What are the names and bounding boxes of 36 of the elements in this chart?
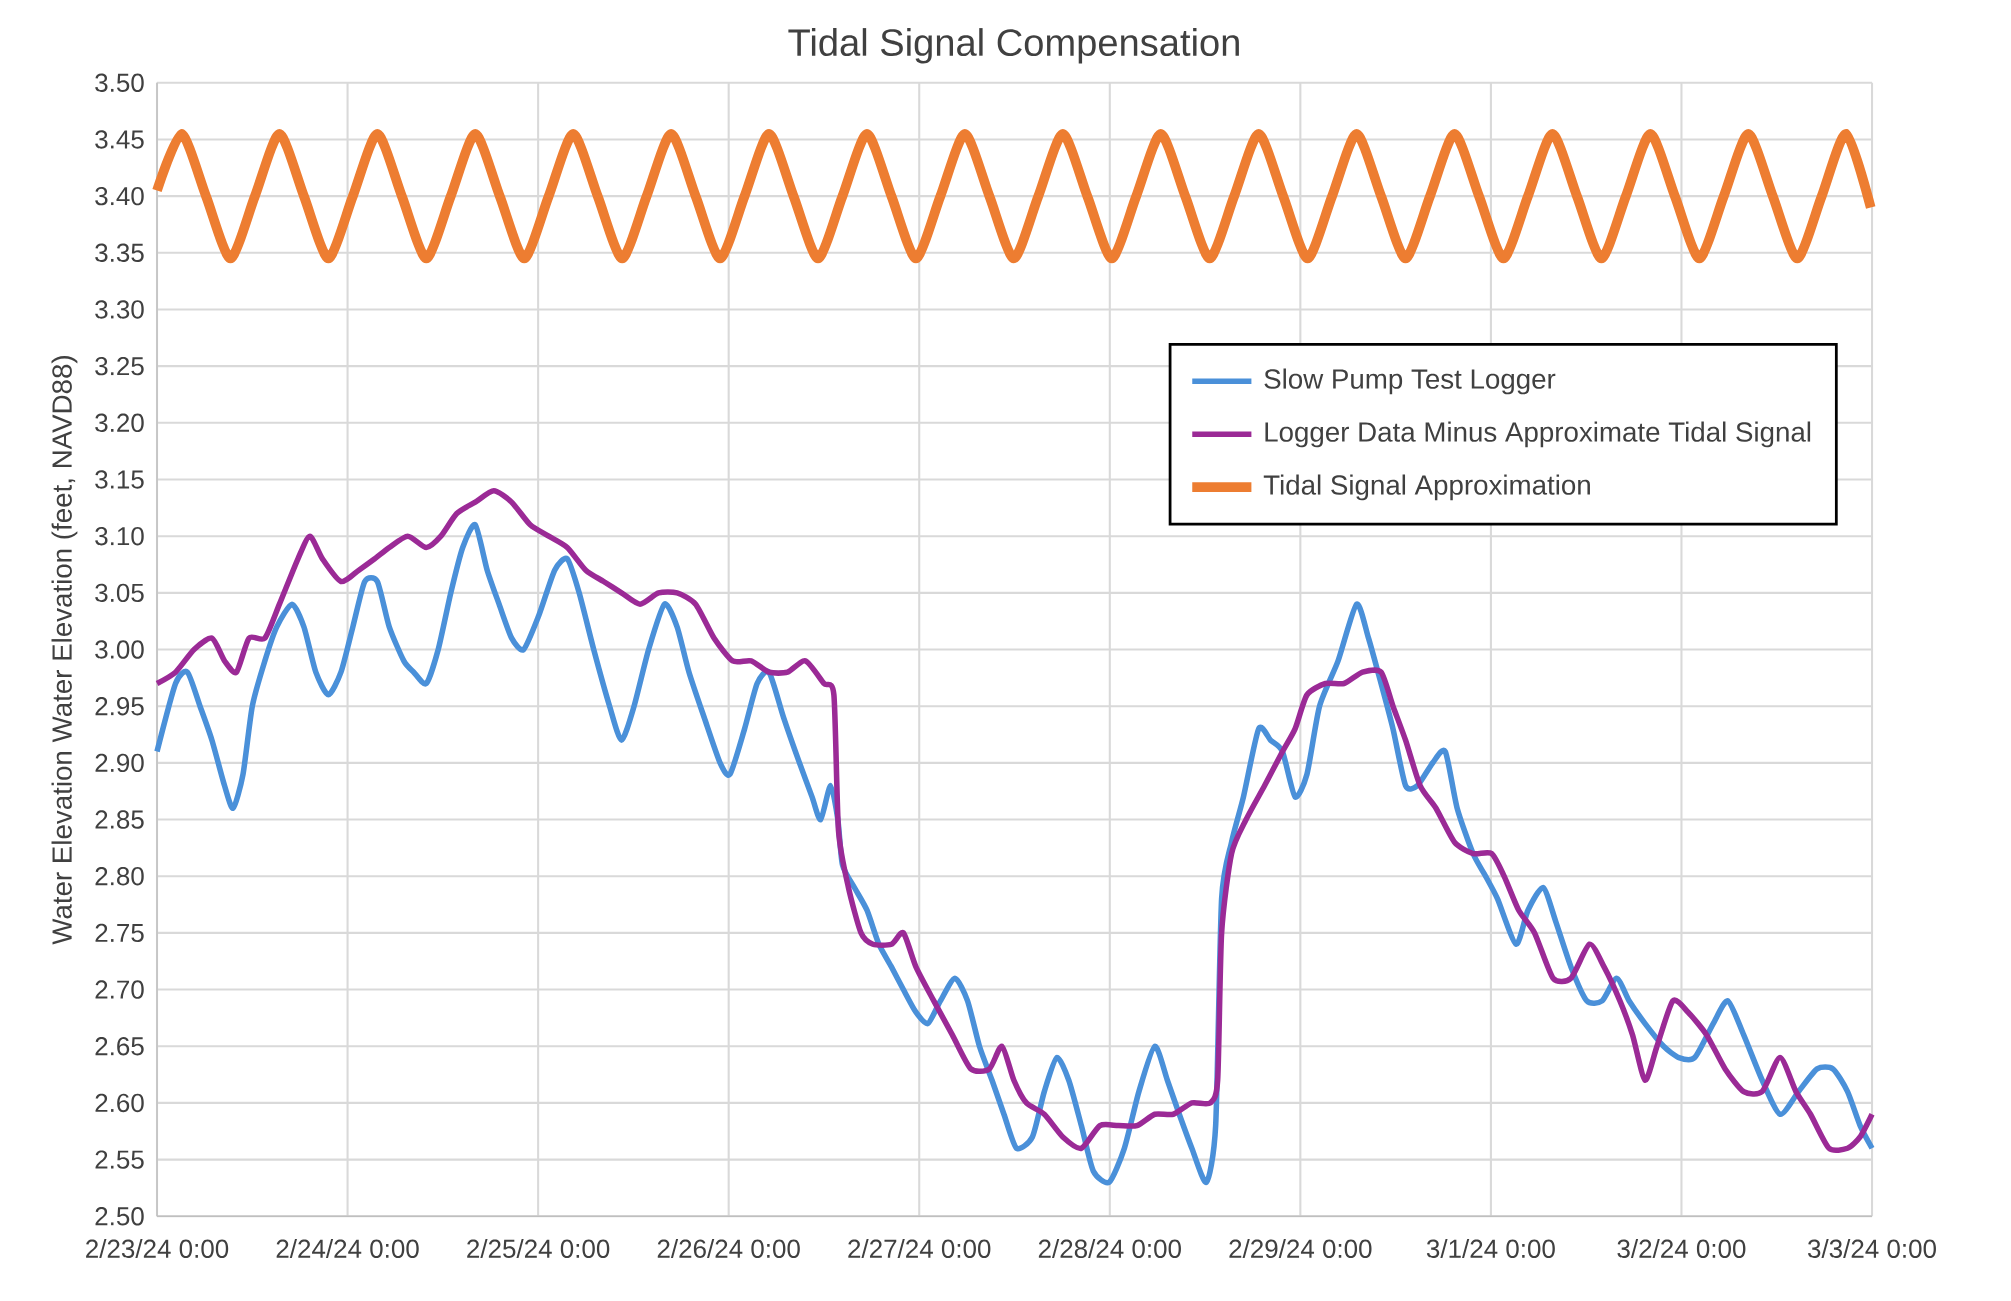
y-tick-label: 2.70 <box>95 980 144 999</box>
legend-label: Slow Pump Test Logger <box>1264 368 1556 395</box>
y-tick-label: 2.95 <box>95 696 144 716</box>
chart-title: Tidal Signal Compensation <box>788 28 1239 64</box>
y-tick-label: 3.40 <box>95 186 144 206</box>
legend-label: Logger Data Minus Approximate Tidal Signal <box>1265 421 1811 448</box>
x-tick-label: 3/2/24 0:00 <box>1617 1238 1746 1258</box>
x-tick-label: 2/27/24 0:00 <box>848 1238 991 1258</box>
x-tick-label: 2/25/24 0:00 <box>467 1238 610 1258</box>
legend-label: Tidal Signal Approximation <box>1263 474 1590 501</box>
y-tick-label: 2.80 <box>95 867 144 886</box>
y-tick-label: 3.50 <box>95 73 144 92</box>
y-tick-label: 2.85 <box>95 810 144 829</box>
y-tick-label: 2.55 <box>95 1150 144 1169</box>
y-tick-label: 3.25 <box>95 356 144 376</box>
x-tick-label: 2/26/24 0:00 <box>657 1238 800 1258</box>
x-tick-label: 2/23/24 0:00 <box>86 1238 229 1258</box>
y-tick-label: 3.10 <box>95 526 144 546</box>
y-tick-label: 3.20 <box>95 413 144 433</box>
y-tick-label: 2.65 <box>95 1037 144 1056</box>
y-tick-label: 3.45 <box>95 130 144 149</box>
y-tick-label: 3.30 <box>95 300 144 319</box>
y-tick-label: 2.60 <box>95 1093 144 1113</box>
y-tick-label: 3.35 <box>95 243 144 262</box>
x-tick-label: 3/3/24 0:00 <box>1807 1238 1936 1258</box>
y-tick-label: 3.00 <box>95 640 144 659</box>
y-tick-label: 2.50 <box>95 1207 144 1226</box>
y-tick-label: 3.05 <box>95 583 144 603</box>
x-tick-label: 2/24/24 0:00 <box>276 1238 419 1258</box>
x-tick-label: 2/29/24 0:00 <box>1229 1238 1372 1258</box>
x-tick-label: 2/28/24 0:00 <box>1038 1238 1181 1258</box>
y-tick-label: 2.90 <box>95 753 144 773</box>
y-tick-label: 3.15 <box>95 470 144 489</box>
y-axis-title: Water Elevation Water Elevation (feet, NAVD88) <box>51 356 78 945</box>
x-tick-label: 3/1/24 0:00 <box>1426 1238 1555 1258</box>
y-tick-label: 2.75 <box>95 923 144 943</box>
